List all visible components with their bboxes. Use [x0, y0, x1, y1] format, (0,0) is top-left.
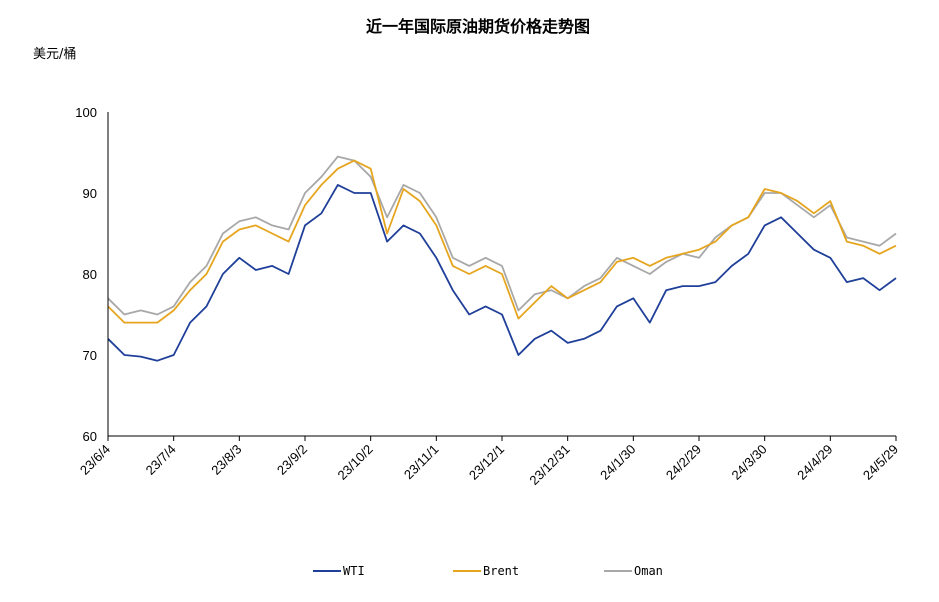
x-tick-label: 23/6/4 — [77, 442, 113, 478]
x-tick-label: 23/8/3 — [208, 442, 244, 478]
y-axis-ticks: 60 70 80 90 100 — [75, 105, 97, 444]
series-line-oman — [107, 155, 897, 316]
x-tick-label: 24/2/29 — [663, 442, 704, 483]
x-tick-label: 23/10/2 — [335, 442, 376, 483]
x-tick-label: 23/12/31 — [526, 442, 572, 488]
legend-label-oman: Oman — [634, 564, 663, 578]
x-tick-label: 23/7/4 — [143, 442, 179, 478]
chart-title: 近一年国际原油期货价格走势图 — [366, 17, 590, 36]
y-axis-unit-label: 美元/桶 — [33, 47, 76, 62]
y-tick-label: 80 — [83, 267, 97, 282]
x-tick-label: 23/12/1 — [466, 442, 507, 483]
plot-area — [107, 155, 897, 362]
x-axis-ticks: 23/6/4 23/7/4 23/8/3 23/9/2 23/10/2 23/11/1 23… — [77, 436, 901, 488]
series-line-brent — [107, 159, 897, 324]
x-tick-label: 24/3/30 — [729, 442, 770, 483]
y-tick-label: 70 — [83, 348, 97, 363]
y-tick-label: 100 — [75, 105, 97, 120]
x-tick-label: 24/5/29 — [860, 442, 901, 483]
x-tick-label: 23/9/2 — [274, 442, 310, 478]
x-tick-label: 23/11/1 — [401, 442, 442, 483]
legend-label-wti: WTI — [343, 564, 365, 578]
x-tick-label: 24/4/29 — [794, 442, 835, 483]
legend-label-brent: Brent — [483, 564, 519, 578]
series-line-wti — [107, 183, 897, 362]
y-tick-label: 90 — [83, 186, 97, 201]
x-tick-label: 24/1/30 — [597, 442, 638, 483]
legend: WTI Brent Oman — [313, 564, 663, 578]
y-tick-label: 60 — [83, 429, 97, 444]
